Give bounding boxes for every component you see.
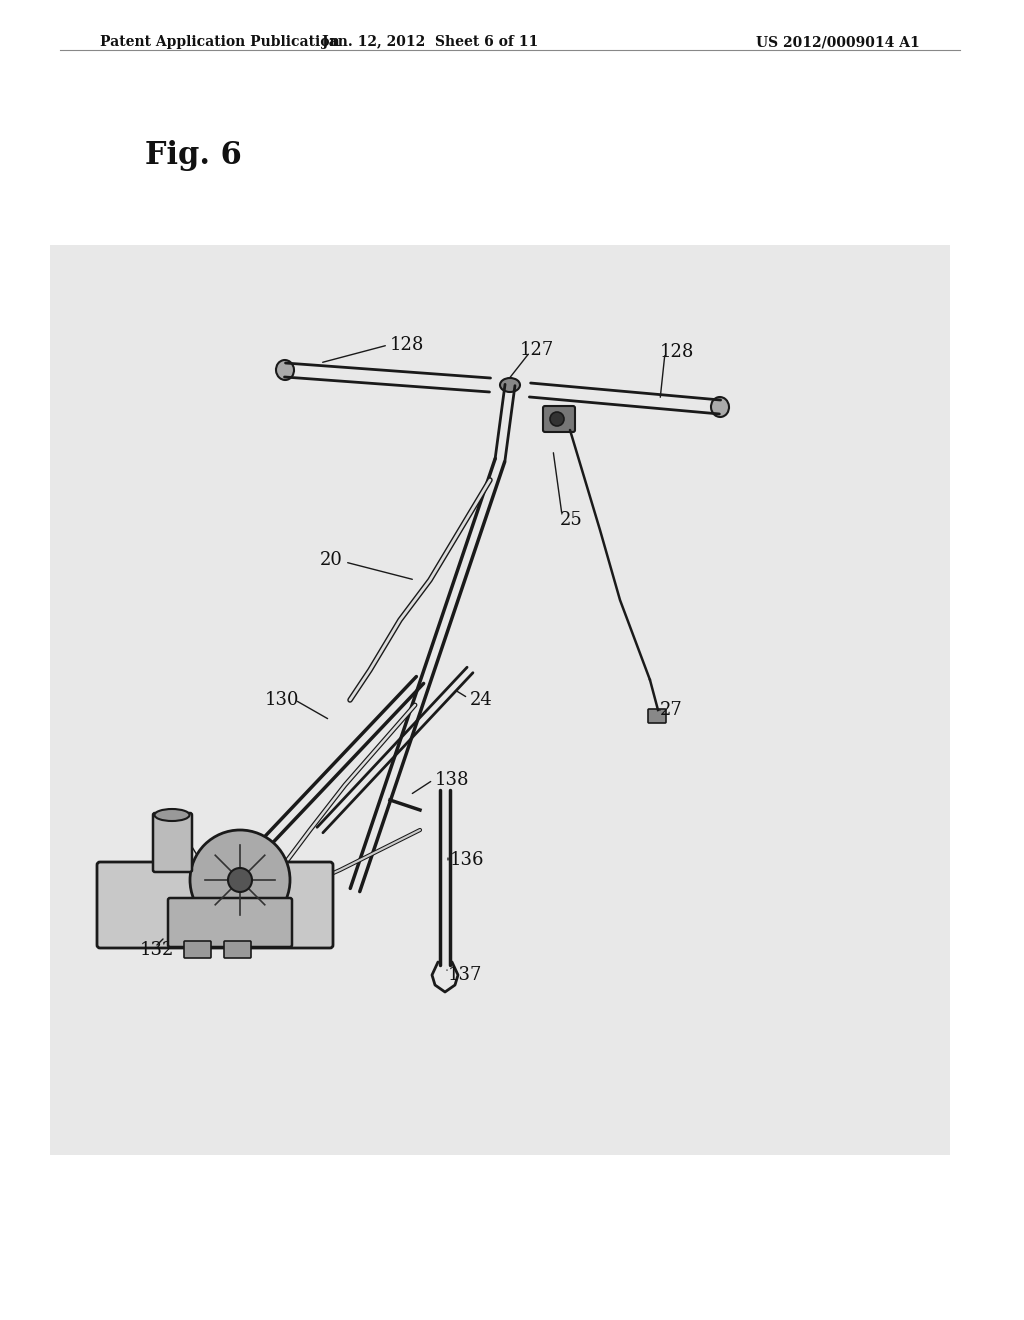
Text: 127: 127	[520, 341, 554, 359]
Text: 22: 22	[168, 821, 190, 840]
Text: Jan. 12, 2012  Sheet 6 of 11: Jan. 12, 2012 Sheet 6 of 11	[322, 36, 539, 49]
FancyBboxPatch shape	[97, 862, 333, 948]
Circle shape	[228, 869, 252, 892]
Text: US 2012/0009014 A1: US 2012/0009014 A1	[757, 36, 920, 49]
Text: 137: 137	[449, 966, 482, 983]
FancyBboxPatch shape	[224, 941, 251, 958]
Text: 24: 24	[470, 690, 493, 709]
Text: 136: 136	[450, 851, 484, 869]
FancyBboxPatch shape	[153, 813, 193, 873]
Text: Fig. 6: Fig. 6	[145, 140, 242, 172]
Text: 25: 25	[560, 511, 583, 529]
Ellipse shape	[155, 809, 189, 821]
Ellipse shape	[500, 378, 520, 392]
Ellipse shape	[276, 360, 294, 380]
FancyBboxPatch shape	[168, 898, 292, 946]
Text: 128: 128	[660, 343, 694, 360]
Ellipse shape	[711, 397, 729, 417]
Circle shape	[550, 412, 564, 426]
FancyBboxPatch shape	[543, 407, 575, 432]
Text: 128: 128	[390, 337, 424, 354]
Text: 20: 20	[319, 550, 343, 569]
Text: Patent Application Publication: Patent Application Publication	[100, 36, 340, 49]
FancyBboxPatch shape	[648, 709, 666, 723]
Text: 132: 132	[140, 941, 174, 960]
Text: 130: 130	[265, 690, 299, 709]
Circle shape	[190, 830, 290, 931]
Text: 138: 138	[435, 771, 469, 789]
Text: 27: 27	[660, 701, 683, 719]
FancyBboxPatch shape	[184, 941, 211, 958]
FancyBboxPatch shape	[50, 246, 950, 1155]
